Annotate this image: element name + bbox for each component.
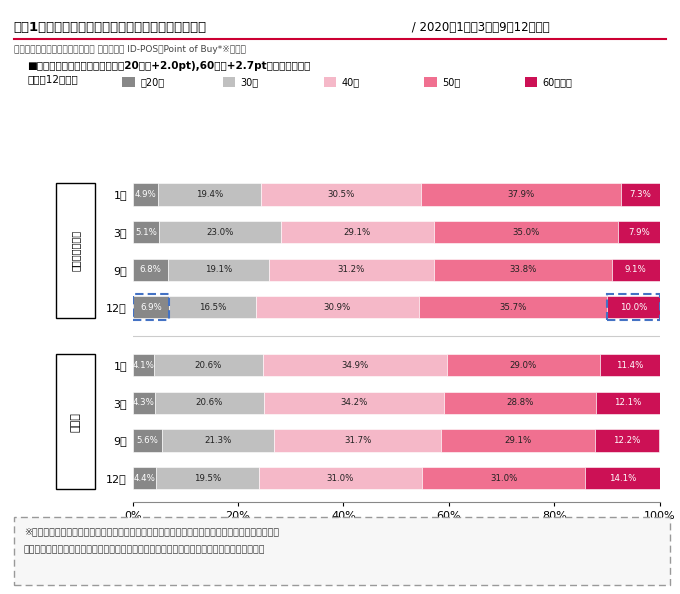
Text: 30.9%: 30.9%: [324, 303, 351, 312]
Text: 31.2%: 31.2%: [337, 265, 365, 274]
Bar: [611, 258, 660, 281]
Text: 40代: 40代: [341, 77, 360, 87]
Bar: [281, 221, 434, 243]
Bar: [596, 392, 660, 414]
Bar: [133, 221, 160, 243]
Bar: [619, 221, 660, 243]
Bar: [133, 354, 154, 377]
Bar: [258, 467, 422, 489]
Text: 19.4%: 19.4%: [196, 190, 223, 199]
Bar: [264, 392, 444, 414]
Text: 37.9%: 37.9%: [508, 190, 535, 199]
Text: ソフトブレーン・フィールド調べ マルチプル ID-POS「Point of Buy*※」より: ソフトブレーン・フィールド調べ マルチプル ID-POS「Point of Bu…: [14, 45, 245, 54]
Bar: [133, 184, 158, 206]
Bar: [621, 184, 660, 206]
Text: 12.2%: 12.2%: [613, 436, 641, 445]
Text: １月と12月比較: １月と12月比較: [27, 74, 78, 84]
Bar: [169, 258, 269, 281]
Text: ■まいばすけっと、コロナ禍で～20代（+2.0pt),60代（+2.7pt）利用が拡大。: ■まいばすけっと、コロナ禍で～20代（+2.0pt),60代（+2.7pt）利用…: [27, 61, 311, 71]
Bar: [256, 296, 419, 318]
Text: 6.8%: 6.8%: [139, 265, 161, 274]
Bar: [447, 354, 600, 377]
Bar: [162, 429, 274, 451]
Bar: [133, 392, 155, 414]
Text: イオン: イオン: [71, 412, 80, 432]
Bar: [274, 429, 441, 451]
Bar: [155, 392, 264, 414]
Bar: [262, 354, 447, 377]
Text: 5.6%: 5.6%: [137, 436, 158, 445]
Bar: [133, 467, 156, 489]
Bar: [269, 258, 434, 281]
Text: 7.3%: 7.3%: [630, 190, 651, 199]
Text: 12.1%: 12.1%: [614, 399, 641, 407]
Text: 60代以上: 60代以上: [543, 77, 573, 87]
Text: / 2020年1月・3月・9・12月推移: / 2020年1月・3月・9・12月推移: [408, 21, 549, 34]
Text: 35.7%: 35.7%: [499, 303, 526, 312]
Bar: [260, 184, 422, 206]
Bar: [600, 354, 660, 377]
Bar: [607, 296, 660, 318]
Bar: [434, 258, 611, 281]
Text: 31.0%: 31.0%: [490, 473, 517, 482]
Text: 19.1%: 19.1%: [205, 265, 233, 274]
Text: 14.1%: 14.1%: [609, 473, 636, 482]
Text: 9.1%: 9.1%: [625, 265, 647, 274]
Text: 23.0%: 23.0%: [207, 228, 234, 236]
Bar: [169, 296, 256, 318]
Text: 29.0%: 29.0%: [509, 361, 537, 370]
Text: ～20代: ～20代: [140, 77, 164, 87]
Bar: [419, 296, 607, 318]
Bar: [434, 221, 619, 243]
Text: 30.5%: 30.5%: [327, 190, 355, 199]
Bar: [160, 221, 281, 243]
Bar: [154, 354, 262, 377]
Text: 35.0%: 35.0%: [513, 228, 540, 236]
Text: 4.1%: 4.1%: [133, 361, 154, 370]
Text: 50代: 50代: [442, 77, 460, 87]
Text: 4.9%: 4.9%: [135, 190, 156, 199]
Text: 7.9%: 7.9%: [628, 228, 650, 236]
Text: 4.4%: 4.4%: [133, 473, 155, 482]
Text: 29.1%: 29.1%: [505, 436, 532, 445]
Bar: [133, 258, 169, 281]
Text: 5.1%: 5.1%: [135, 228, 157, 236]
Text: ※全国の消費者から実際に購入／利用したレシートを収集し、ブランドカテゴリや利用サービス、: ※全国の消費者から実際に購入／利用したレシートを収集し、ブランドカテゴリや利用サ…: [24, 527, 279, 536]
Text: 34.2%: 34.2%: [340, 399, 368, 407]
Text: 4.3%: 4.3%: [133, 399, 155, 407]
Text: 16.5%: 16.5%: [199, 303, 226, 312]
Bar: [444, 392, 596, 414]
Bar: [156, 467, 258, 489]
Text: 19.5%: 19.5%: [194, 473, 221, 482]
Text: 28.8%: 28.8%: [506, 399, 534, 407]
Bar: [158, 184, 260, 206]
Bar: [585, 467, 660, 489]
Bar: [133, 429, 162, 451]
Text: 20.6%: 20.6%: [196, 399, 223, 407]
Text: 29.1%: 29.1%: [344, 228, 371, 236]
Text: 33.8%: 33.8%: [509, 265, 537, 274]
Text: 図表1　「まいばすけっと」と「イオン」の利用者層: 図表1 「まいばすけっと」と「イオン」の利用者層: [14, 21, 207, 34]
Text: 20.6%: 20.6%: [194, 361, 222, 370]
Text: まいばすけっと: まいばすけっと: [71, 230, 80, 271]
Bar: [133, 296, 169, 318]
Text: 11.4%: 11.4%: [616, 361, 643, 370]
Text: 21.3%: 21.3%: [205, 436, 232, 445]
Text: 30代: 30代: [241, 77, 259, 87]
Text: 31.0%: 31.0%: [326, 473, 354, 482]
Text: 6.9%: 6.9%: [140, 303, 162, 312]
Text: 31.7%: 31.7%: [344, 436, 371, 445]
Bar: [441, 429, 595, 451]
Bar: [595, 429, 659, 451]
Text: 34.9%: 34.9%: [341, 361, 369, 370]
Bar: [422, 184, 621, 206]
Bar: [422, 467, 585, 489]
Text: 実際の飲食店ごとのレシートを通して集計したマルチプルリテール購買データのデータベース: 実際の飲食店ごとのレシートを通して集計したマルチプルリテール購買データのデータベ…: [24, 545, 265, 554]
Text: 10.0%: 10.0%: [619, 303, 647, 312]
